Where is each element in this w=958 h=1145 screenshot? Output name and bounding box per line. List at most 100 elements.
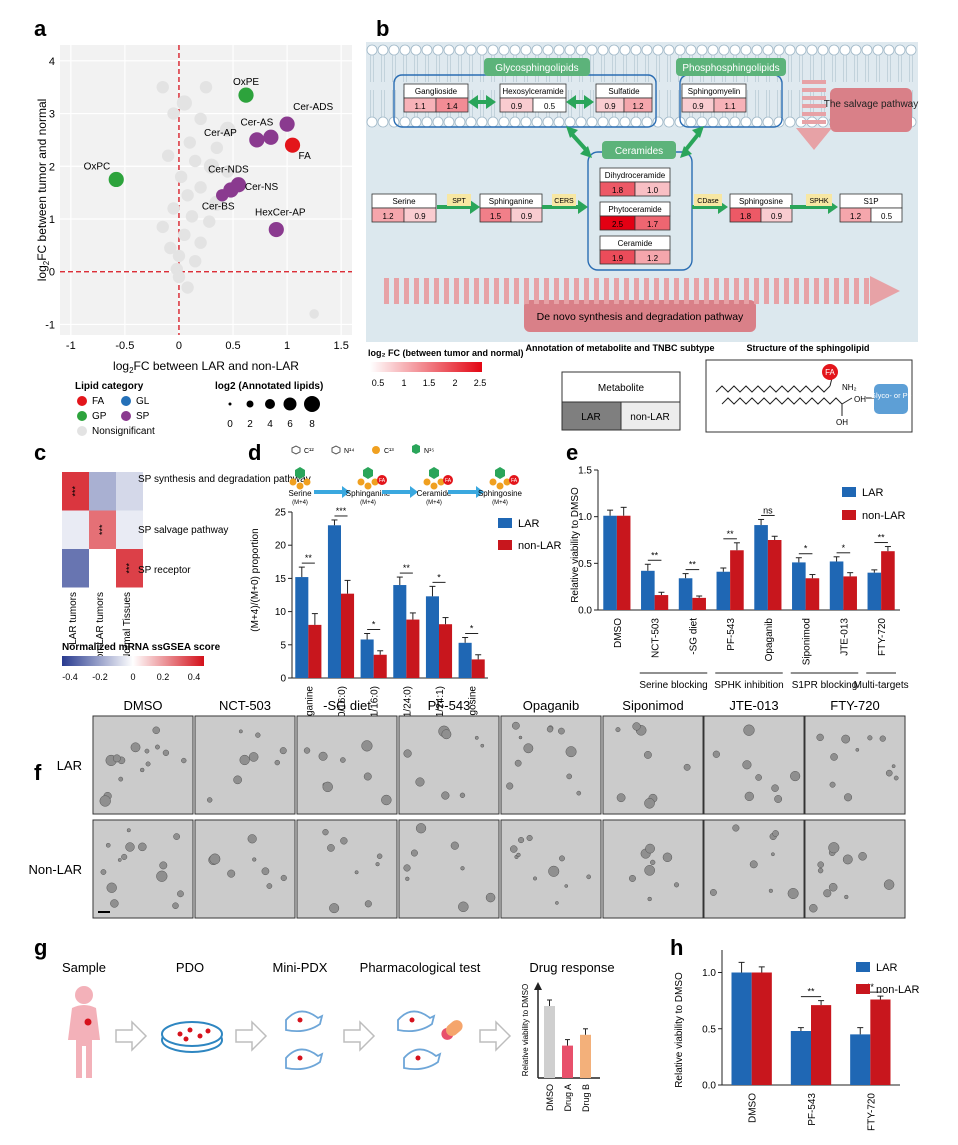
heatmap-cell	[89, 472, 116, 511]
sphingoid-chain	[721, 397, 843, 405]
organoid	[742, 760, 752, 770]
lipid-head-top	[542, 44, 554, 56]
denovo-stripe	[614, 278, 619, 304]
metabolite-ceramide-nonlar-cell	[634, 249, 671, 265]
lipid-point-ns	[181, 189, 194, 202]
lipid-head-top	[608, 44, 620, 56]
lipid-point-ns	[167, 107, 180, 120]
organoid	[823, 889, 832, 898]
metabolite-dihydroceramide-nonlar-cell	[634, 181, 671, 197]
lipid-point-ns	[194, 236, 207, 249]
lipid-head-top	[630, 44, 642, 56]
metabolite-serine-nonlar-value: 0.9	[414, 212, 426, 221]
organoid	[327, 844, 335, 852]
metabolite-serine-lar-value: 1.2	[382, 212, 394, 221]
f-col-label: Opaganib	[523, 698, 579, 713]
h-chart-category: PF-543	[807, 1093, 818, 1126]
salvage-stripe-6	[802, 120, 826, 124]
panel-a-legend-size: 0 2 4 6 8	[227, 396, 320, 430]
organoid	[248, 752, 259, 762]
b-colorbar	[370, 362, 482, 372]
e-chart-bar-lar	[641, 570, 655, 610]
size-tick-4: 4	[267, 419, 273, 430]
organoid	[518, 836, 525, 844]
metabolite-sulfatide-nonlar-cell	[623, 97, 653, 113]
organoid	[518, 735, 523, 740]
denovo-stripe	[734, 278, 739, 304]
organoid	[755, 774, 762, 781]
size-tick-6: 6	[287, 419, 293, 430]
organoid	[628, 874, 636, 882]
e-legend-lar: LAR	[862, 487, 883, 499]
h-chart-signif: **	[807, 987, 815, 997]
heatmap-cell	[89, 549, 116, 588]
metabolite-ganglioside-lar-value: 1.1	[414, 102, 426, 111]
organoid	[361, 740, 373, 752]
c-col-1: non-LAR tumors	[95, 592, 106, 665]
lipid-head-top	[388, 44, 400, 56]
e-chart-ytick: 1.0	[578, 512, 592, 523]
organoid	[318, 751, 328, 761]
d-pathway-name: Ceramide	[417, 489, 452, 498]
e-chart-ytick: 1.5	[578, 466, 592, 477]
pill-icon	[441, 1020, 463, 1040]
denovo-stripe	[824, 278, 829, 304]
lipid-head-bottom	[531, 116, 543, 128]
denovo-stripe	[624, 278, 629, 304]
d-chart-ytick: 20	[275, 541, 287, 552]
workflow-arrows	[115, 1020, 512, 1052]
lipid-head-top	[366, 44, 378, 56]
lipid-head-bottom	[509, 116, 521, 128]
e-group-label: S1PR blocking	[792, 680, 858, 691]
e-chart-ytick: 0.5	[578, 559, 592, 570]
arrowhead-phospho	[692, 126, 704, 138]
d-chart-signif: *	[437, 572, 441, 582]
annot-lar: LAR	[581, 412, 600, 423]
e-chart-bar-non-lar	[843, 576, 857, 610]
lipid-head-top	[454, 44, 466, 56]
lipid-head-top	[850, 44, 862, 56]
a-ytick: 4	[49, 56, 55, 68]
e-chart-category: DMSO	[613, 618, 624, 648]
lipid-label: Cer-BS	[202, 201, 235, 212]
organoid	[441, 791, 450, 800]
panel-d-isotope-tracing: C¹² N¹⁴ C¹³ N¹⁵ Serine (M+4) FA Sphinganine…	[250, 444, 561, 753]
denovo-stripe	[724, 278, 729, 304]
metabolite-sphingosine-nonlar-value: 0.9	[771, 212, 783, 221]
c-cb-tick-3: 0.2	[157, 672, 170, 682]
d-ylabel: (M+4)/(M+0) proportion	[250, 528, 261, 631]
organoid	[883, 879, 895, 890]
metabolite-phytoceramide-lar-value: 2.5	[612, 220, 624, 229]
lipid-head-bottom	[476, 116, 488, 128]
e-chart-bar-non-lar	[654, 595, 669, 610]
f-col-label: DMSO	[124, 698, 163, 713]
metabolite-hexosylceramide-nonlar-cell	[532, 97, 567, 113]
organoid	[238, 729, 243, 734]
lipid-head-top	[707, 44, 719, 56]
e-chart-bar-lar	[867, 572, 882, 610]
organoid	[130, 742, 141, 753]
denovo-stripe	[754, 278, 759, 304]
struct-oh2: OH	[836, 418, 848, 427]
phospho-title: Phosphosphingolipids	[682, 63, 779, 74]
organoid	[809, 903, 818, 913]
panel-label-h: h	[670, 935, 683, 960]
h-chart-bar-lar	[790, 1031, 811, 1085]
e-chart-bar-lar	[716, 571, 731, 610]
size-dot-2	[246, 400, 254, 408]
lipid-label: HexCer-AP	[255, 208, 306, 219]
h-legend-nonlar-swatch	[856, 984, 870, 994]
metabolite-serine-name: Serine	[392, 197, 416, 206]
organoid	[410, 849, 418, 857]
lipid-head-bottom	[575, 116, 587, 128]
salvage-stripe-4	[802, 104, 826, 108]
lipid-head-top	[773, 44, 785, 56]
lipid-head-bottom	[784, 116, 796, 128]
g-bar-label: DMSO	[545, 1084, 555, 1111]
salvage-stripe-3	[802, 96, 826, 100]
metabolite-hexosylceramide-nonlar-value: 0.5	[544, 102, 556, 111]
metabolite-hexosylceramide-lar-value: 0.9	[511, 102, 523, 111]
organoid	[867, 735, 873, 741]
denovo-stripe	[654, 278, 659, 304]
